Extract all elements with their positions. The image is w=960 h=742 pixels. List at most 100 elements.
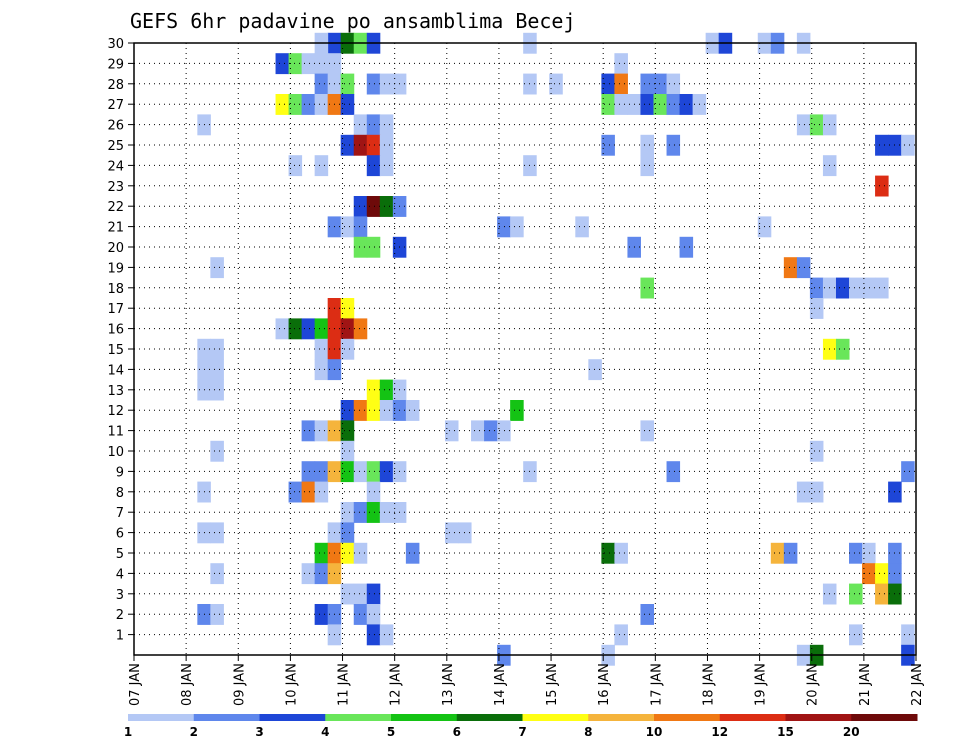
heatmap-cell (366, 502, 381, 523)
heatmap-cell (862, 542, 876, 564)
heatmap-cell (444, 522, 459, 544)
heatmap-cell (510, 400, 524, 421)
heatmap-cell (366, 379, 381, 401)
colorbar-segment (719, 714, 786, 721)
heatmap-cell (601, 73, 615, 95)
heatmap-cell (314, 604, 329, 625)
heatmap-cell (210, 359, 224, 381)
heatmap-cell (366, 73, 381, 95)
heatmap-cell (601, 542, 615, 564)
heatmap-cell (340, 73, 355, 95)
heatmap-cell (640, 155, 655, 177)
y-tick-label: 6 (116, 527, 124, 542)
x-tick-label: 14 JAN (493, 663, 508, 706)
heatmap-cell (783, 257, 798, 279)
heatmap-cell (353, 236, 368, 258)
heatmap-cell (484, 420, 498, 442)
x-tick-label: 16 JAN (597, 663, 612, 706)
heatmap-cell (379, 73, 394, 95)
heatmap-cell (366, 236, 381, 258)
heatmap-cell (340, 461, 355, 483)
heatmap-cell (353, 604, 368, 625)
heatmap-cell (340, 338, 355, 360)
heatmap-cell (666, 461, 681, 483)
heatmap-cell (809, 114, 824, 136)
heatmap-cell (353, 196, 368, 217)
heatmap-cell (875, 277, 889, 299)
y-tick-label: 18 (107, 282, 124, 297)
heatmap-cell (366, 134, 381, 156)
y-tick-label: 19 (107, 261, 124, 276)
heatmap-cell (601, 134, 615, 156)
y-tick-label: 24 (107, 159, 124, 174)
heatmap-cell (314, 359, 329, 381)
colorbar: 1 2 3 4 5 6 7 8 10 12 15 20 (124, 714, 918, 739)
heatmap-cell (353, 134, 368, 156)
heatmap-cell (862, 563, 876, 585)
colorbar-label: 12 (711, 725, 728, 739)
heatmap-cell (796, 114, 811, 136)
heatmap-cell (875, 563, 889, 585)
heatmap-cell (366, 461, 381, 483)
x-tick-label: 08 JAN (180, 663, 195, 706)
y-tick-label: 20 (107, 241, 124, 256)
heatmap-cell (340, 440, 355, 462)
grid-lines (134, 42, 916, 655)
heatmap-cell (314, 338, 329, 360)
heatmap-cell (849, 542, 863, 564)
heatmap-cell (366, 114, 381, 136)
heatmap-cell (549, 73, 563, 95)
heatmap-cell (301, 420, 316, 442)
heatmap-cell (353, 216, 368, 238)
heatmap-cell (640, 94, 655, 115)
heatmap-cell (640, 604, 655, 625)
heatmap-cell (301, 318, 316, 340)
heatmap-cell (901, 624, 915, 646)
colorbar-label: 7 (518, 725, 526, 739)
heatmap-cell (809, 298, 824, 319)
colorbar-label: 1 (124, 725, 132, 739)
x-tick-label: 09 JAN (232, 663, 247, 706)
y-tick-label: 12 (107, 404, 124, 419)
y-tick-label: 29 (107, 57, 124, 72)
colorbar-segment (259, 714, 326, 721)
x-tick-label: 10 JAN (284, 663, 299, 706)
heatmap-cell (301, 461, 316, 483)
colorbar-segment (391, 714, 458, 721)
heatmap-cell (314, 155, 329, 177)
y-tick-label: 14 (107, 363, 124, 378)
heatmap-cell (835, 338, 850, 360)
heatmap-cell (366, 481, 381, 503)
heatmap-cell (210, 604, 224, 625)
heatmap-cell (314, 73, 329, 95)
heatmap-cell (379, 400, 394, 421)
colorbar-label: 6 (453, 725, 461, 739)
colorbar-label: 2 (190, 725, 198, 739)
heatmap-cell (210, 522, 224, 544)
heatmap-cell (497, 216, 511, 238)
heatmap-cell (353, 542, 368, 564)
heatmap-cell (366, 604, 381, 625)
heatmap-cell (340, 94, 355, 115)
heatmap-cell (288, 53, 303, 75)
x-tick-label: 13 JAN (441, 663, 456, 706)
heatmap-cell (444, 420, 459, 442)
heatmap-cell (614, 624, 628, 646)
y-tick-label: 28 (107, 78, 124, 93)
heatmap-cell (601, 94, 615, 115)
heatmap-cell (366, 624, 381, 646)
x-tick-label: 21 JAN (858, 663, 873, 706)
y-axis-ticks: 1234567891011121314151617181920212223242… (107, 37, 134, 644)
y-tick-label: 4 (116, 567, 124, 582)
heatmap-cell (288, 318, 303, 340)
x-tick-label: 22 JAN (910, 663, 925, 706)
y-tick-label: 9 (116, 465, 124, 480)
heatmap-cell (340, 134, 355, 156)
heatmap-cell (849, 583, 863, 605)
y-tick-label: 5 (116, 547, 124, 562)
heatmap-cell (809, 440, 824, 462)
colorbar-segment (654, 714, 721, 721)
y-tick-label: 2 (116, 608, 124, 623)
colorbar-label: 4 (321, 725, 329, 739)
